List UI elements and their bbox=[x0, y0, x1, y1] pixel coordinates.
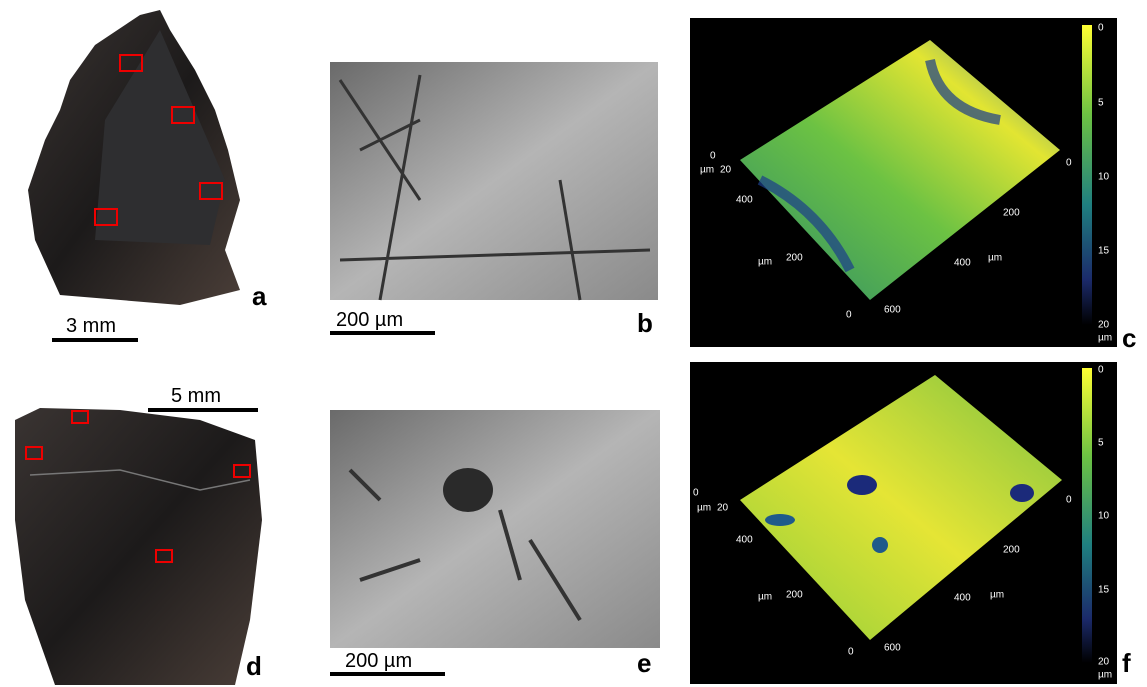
axis-label: µm bbox=[758, 257, 772, 268]
axis-label: 600 bbox=[884, 643, 901, 654]
colorbar-tick-label: 20 bbox=[1098, 320, 1110, 331]
scale-bar-label: 5 mm bbox=[171, 385, 221, 407]
colorbar-unit: µm bbox=[1098, 333, 1112, 344]
axis-label: 200 bbox=[1003, 545, 1020, 556]
colorbar-tick-label: 15 bbox=[1098, 246, 1110, 257]
colorbar-tick-label: 5 bbox=[1098, 438, 1104, 449]
micrograph bbox=[330, 62, 658, 300]
panel-c: c bbox=[690, 18, 1136, 353]
panel-label: d bbox=[246, 651, 262, 681]
panel-f: f bbox=[690, 362, 1131, 684]
axis-label: 400 bbox=[954, 593, 971, 604]
micrograph bbox=[330, 410, 660, 648]
panel-b: 200 µm b bbox=[330, 62, 658, 338]
axis-label: 200 bbox=[786, 590, 803, 601]
surface-depression bbox=[765, 514, 795, 526]
colorbar-tick-label: 10 bbox=[1098, 511, 1110, 522]
artifact-photo bbox=[15, 408, 262, 685]
axis-label: 200 bbox=[1003, 208, 1020, 219]
surface-depression bbox=[1010, 484, 1034, 502]
axis-label: 0 bbox=[846, 310, 852, 321]
scale-bar-label: 3 mm bbox=[66, 315, 116, 337]
axis-label: µm bbox=[988, 253, 1002, 264]
axis-label: 0 bbox=[1066, 158, 1072, 169]
colorbar-tick-label: 0 bbox=[1098, 365, 1104, 376]
axis-label: 400 bbox=[954, 258, 971, 269]
axis-label: 600 bbox=[884, 305, 901, 316]
axis-label: µm bbox=[758, 592, 772, 603]
colorbar-tick-label: 20 bbox=[1098, 657, 1110, 668]
panel-d: 5 mm d bbox=[15, 385, 262, 685]
axis-label: µm bbox=[700, 165, 714, 176]
panel-label: f bbox=[1122, 648, 1131, 678]
axis-label: 400 bbox=[736, 535, 753, 546]
colorbar-unit: µm bbox=[1098, 670, 1112, 681]
panel-label: e bbox=[637, 648, 651, 678]
colorbar bbox=[1082, 368, 1092, 663]
axis-label: 400 bbox=[736, 195, 753, 206]
scale-bar-label: 200 µm bbox=[336, 309, 403, 331]
panel-label: c bbox=[1122, 323, 1136, 353]
panel-a: 3 mm a bbox=[28, 10, 267, 340]
colorbar bbox=[1082, 25, 1092, 325]
axis-label: µm bbox=[697, 503, 711, 514]
axis-label: 200 bbox=[786, 253, 803, 264]
residue bbox=[443, 468, 493, 512]
axis-label: 0 bbox=[848, 647, 854, 658]
colorbar-tick-label: 10 bbox=[1098, 172, 1110, 183]
surface-depression bbox=[847, 475, 877, 495]
colorbar-tick-label: 15 bbox=[1098, 585, 1110, 596]
scale-bar-label: 200 µm bbox=[345, 650, 412, 672]
axis-label: 20 bbox=[717, 503, 729, 514]
axis-label: µm bbox=[990, 590, 1004, 601]
axis-label: 0 bbox=[693, 488, 699, 499]
figure: 3 mm a 200 µm b c 5 mm d bbox=[0, 0, 1147, 687]
panel-label: b bbox=[637, 308, 653, 338]
colorbar-tick-label: 0 bbox=[1098, 23, 1104, 34]
axis-label: 0 bbox=[710, 151, 716, 162]
panel-e: 200 µm e bbox=[330, 410, 660, 678]
axis-label: 20 bbox=[720, 165, 732, 176]
surface-depression bbox=[872, 537, 888, 553]
axis-label: 0 bbox=[1066, 495, 1072, 506]
panel-label: a bbox=[252, 281, 267, 311]
colorbar-tick-label: 5 bbox=[1098, 98, 1104, 109]
